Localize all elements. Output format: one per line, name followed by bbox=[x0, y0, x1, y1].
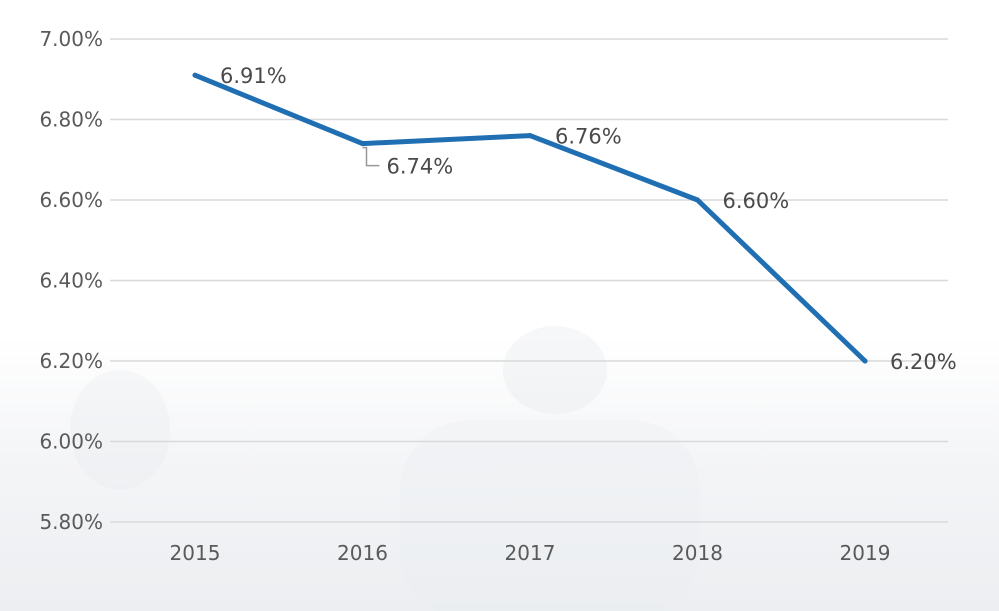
background-silhouettes bbox=[70, 326, 700, 611]
series-layer bbox=[192, 72, 868, 364]
data-point bbox=[527, 133, 533, 139]
y-tick-label: 6.20% bbox=[39, 349, 103, 373]
y-axis-tick-labels: 7.00% 6.80% 6.60% 6.40% 6.20% 6.00% 5.80% bbox=[39, 27, 103, 534]
x-tick-label: 2019 bbox=[840, 541, 891, 565]
y-tick-label: 6.40% bbox=[39, 269, 103, 293]
y-tick-label: 6.00% bbox=[39, 430, 103, 454]
data-point bbox=[695, 197, 700, 203]
data-label: 6.74% bbox=[387, 155, 454, 179]
data-labels: 6.91% 6.74% 6.76% 6.60% 6.20% bbox=[220, 64, 957, 374]
data-label: 6.20% bbox=[890, 350, 957, 374]
x-tick-label: 2015 bbox=[170, 541, 221, 565]
leader-line bbox=[362, 146, 380, 167]
x-axis-tick-labels: 2015 2016 2017 2018 2019 bbox=[170, 541, 891, 565]
x-tick-label: 2018 bbox=[672, 541, 723, 565]
data-label: 6.60% bbox=[723, 189, 790, 213]
x-tick-label: 2017 bbox=[505, 541, 556, 565]
data-label: 6.76% bbox=[555, 125, 622, 149]
y-tick-label: 7.00% bbox=[39, 27, 103, 51]
data-point bbox=[192, 72, 198, 78]
x-tick-label: 2016 bbox=[337, 541, 388, 565]
y-tick-label: 5.80% bbox=[39, 510, 103, 534]
data-label: 6.91% bbox=[220, 64, 287, 88]
data-point bbox=[360, 141, 365, 147]
y-tick-label: 6.60% bbox=[39, 188, 103, 212]
y-tick-label: 6.80% bbox=[39, 108, 103, 132]
gridlines bbox=[110, 38, 948, 523]
series-line bbox=[192, 72, 868, 364]
data-point bbox=[862, 358, 868, 364]
